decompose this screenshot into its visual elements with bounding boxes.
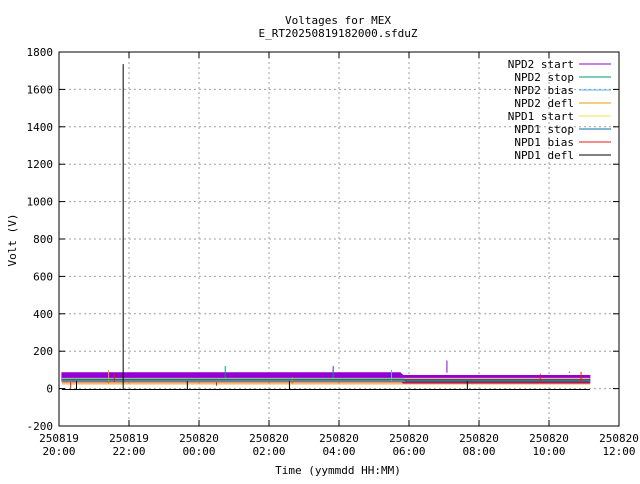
- y-axis-label: Volt (V): [6, 214, 19, 267]
- x-tick-date-label: 250820: [179, 432, 219, 445]
- x-tick-date-label: 250820: [249, 432, 289, 445]
- series-npd1-stop: [61, 378, 590, 382]
- y-tick-label: 1400: [27, 121, 54, 134]
- x-tick-date-label: 250820: [599, 432, 639, 445]
- legend-label: NPD1 defl: [514, 149, 574, 162]
- series-npd1-defl: [61, 64, 590, 391]
- series-npd1-stop-line: [61, 378, 590, 382]
- x-tick-time-label: 22:00: [112, 445, 145, 458]
- legend-label: NPD2 start: [508, 58, 574, 71]
- x-tick-time-label: 08:00: [462, 445, 495, 458]
- chart-subtitle: E_RT20250819182000.sfduZ: [259, 27, 418, 40]
- x-tick-time-label: 10:00: [532, 445, 565, 458]
- x-tick-time-label: 12:00: [602, 445, 635, 458]
- x-tick-date-label: 250819: [39, 432, 79, 445]
- x-tick-date-label: 250820: [529, 432, 569, 445]
- y-tick-label: 1600: [27, 83, 54, 96]
- x-tick-time-label: 04:00: [322, 445, 355, 458]
- y-tick-label: 1800: [27, 46, 54, 59]
- legend-label: NPD1 bias: [514, 136, 574, 149]
- grid-lines: [59, 52, 619, 426]
- x-tick-date-label: 250820: [459, 432, 499, 445]
- y-tick-label: 600: [33, 270, 53, 283]
- x-tick-time-label: 00:00: [182, 445, 215, 458]
- legend-label: NPD1 start: [508, 110, 574, 123]
- x-tick-date-label: 250820: [319, 432, 359, 445]
- x-tick-time-label: 02:00: [252, 445, 285, 458]
- axis-ticks: -200 0 200 400 600 800 1000 1200 1400 1600 1800 250…: [27, 46, 639, 458]
- series-npd1-bias: [61, 371, 590, 389]
- y-tick-label: 1000: [27, 196, 54, 209]
- legend-label: NPD2 stop: [514, 71, 574, 84]
- series-layer: [61, 64, 591, 391]
- x-tick-date-label: 250819: [109, 432, 149, 445]
- x-tick-date-label: 250820: [389, 432, 429, 445]
- legend-label: NPD2 bias: [514, 84, 574, 97]
- y-tick-label: 200: [33, 345, 53, 358]
- chart-title: Voltages for MEX: [285, 14, 391, 27]
- legend-label: NPD2 defl: [514, 97, 574, 110]
- y-tick-label: 0: [46, 383, 53, 396]
- y-tick-label: 400: [33, 308, 53, 321]
- legend-label: NPD1 stop: [514, 123, 574, 136]
- x-tick-time-label: 06:00: [392, 445, 425, 458]
- y-tick-label: -200: [27, 420, 54, 433]
- x-tick-time-label: 20:00: [42, 445, 75, 458]
- y-tick-label: 1200: [27, 158, 54, 171]
- x-axis-label: Time (yymmdd HH:MM): [275, 464, 401, 477]
- y-tick-label: 800: [33, 233, 53, 246]
